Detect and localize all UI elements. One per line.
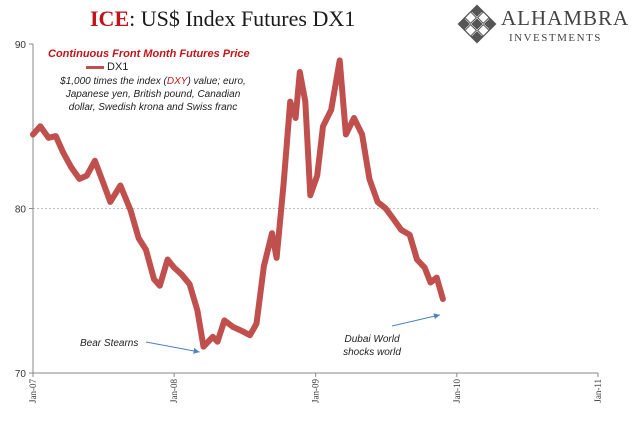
note-prefix: $1,000 times the index ( <box>60 76 167 87</box>
data-point <box>407 232 412 237</box>
y-tick-label: 90 <box>15 40 27 51</box>
data-point <box>329 107 334 113</box>
data-point <box>297 69 302 75</box>
chart-note: $1,000 times the index (DXY) value; euro… <box>58 75 248 114</box>
data-point <box>303 99 308 104</box>
data-point <box>440 296 446 302</box>
logo-name: ALHAMBRA <box>501 6 630 30</box>
data-point <box>118 183 123 188</box>
note-suffix: ) value; euro, Japanese yen, British pou… <box>65 76 246 113</box>
data-point <box>230 324 236 330</box>
data-point <box>422 265 427 270</box>
legend-swatch <box>86 65 104 69</box>
data-point <box>77 176 82 182</box>
series-layer <box>30 57 446 350</box>
data-point <box>320 124 326 129</box>
y-tick-label: 70 <box>15 369 27 380</box>
data-point <box>247 333 253 338</box>
x-tick-label: Jan-08 <box>169 379 179 403</box>
x-axis-ticks: Jan-07 Jan-08 Jan-09 Jan-10 Jan-11 <box>28 373 603 403</box>
note-highlight: DXY <box>166 76 188 87</box>
annotation-dubai-world: Dubai World shocks world <box>343 334 401 358</box>
data-point <box>69 165 74 170</box>
data-point <box>414 257 420 262</box>
data-point <box>274 255 279 261</box>
data-point <box>128 207 133 213</box>
data-point <box>100 180 106 185</box>
data-point <box>136 235 141 241</box>
title-rest: : US$ Index Futures DX1 <box>129 6 356 31</box>
x-tick-label: Jan-10 <box>452 379 462 403</box>
data-point <box>157 283 162 288</box>
legend: DX1 <box>86 61 128 73</box>
data-point <box>38 124 43 129</box>
data-point <box>61 150 66 155</box>
alhambra-logo: ALHAMBRA INVESTMENTS <box>457 4 637 48</box>
y-axis-ticks: 70 80 90 <box>15 40 33 380</box>
data-point <box>351 115 357 121</box>
dubai-world-arrow <box>391 313 441 327</box>
data-point <box>108 199 113 205</box>
data-point <box>92 158 98 163</box>
logo-subtitle: INVESTMENTS <box>509 32 602 44</box>
data-point <box>261 263 267 269</box>
data-point <box>179 272 184 277</box>
data-point <box>383 206 388 211</box>
data-point <box>359 132 365 137</box>
x-tick-label: Jan-07 <box>28 379 38 403</box>
data-point <box>281 181 286 186</box>
data-point <box>390 216 396 221</box>
diamond-logo-icon <box>457 4 497 44</box>
data-point <box>84 173 90 178</box>
data-point <box>187 282 192 287</box>
data-point <box>254 321 259 326</box>
data-point <box>375 199 380 205</box>
data-point <box>288 99 293 104</box>
data-point <box>428 280 433 285</box>
bear-stearns-arrow <box>145 341 200 354</box>
y-tick-label: 80 <box>15 205 27 216</box>
legend-label: DX1 <box>107 61 129 73</box>
data-point <box>30 132 36 137</box>
data-point <box>195 308 200 313</box>
data-point <box>238 328 243 333</box>
data-point <box>337 58 342 63</box>
data-point <box>53 133 58 139</box>
data-point <box>210 334 215 339</box>
data-point <box>201 344 206 349</box>
data-point <box>143 247 149 252</box>
data-point <box>151 277 157 282</box>
data-point <box>343 132 349 137</box>
data-point <box>315 173 320 178</box>
data-point <box>434 275 439 280</box>
data-point <box>399 227 404 233</box>
data-point <box>293 115 298 121</box>
annotation-arrows <box>145 313 441 354</box>
data-point <box>165 257 170 262</box>
chart-title: ICE: US$ Index Futures DX1 <box>90 6 355 32</box>
data-point <box>367 176 372 182</box>
annotation-bear-stearns: Bear Stearns <box>80 338 139 349</box>
x-tick-label: Jan-11 <box>593 379 603 403</box>
data-point <box>222 318 227 323</box>
data-point <box>215 339 220 344</box>
title-brand: ICE <box>90 6 130 31</box>
chart-subtitle: Continuous Front Month Futures Price <box>48 48 250 60</box>
data-point <box>269 231 275 236</box>
data-point <box>308 193 313 198</box>
data-point <box>172 265 177 270</box>
x-tick-label: Jan-09 <box>311 379 321 403</box>
data-point <box>46 135 51 140</box>
